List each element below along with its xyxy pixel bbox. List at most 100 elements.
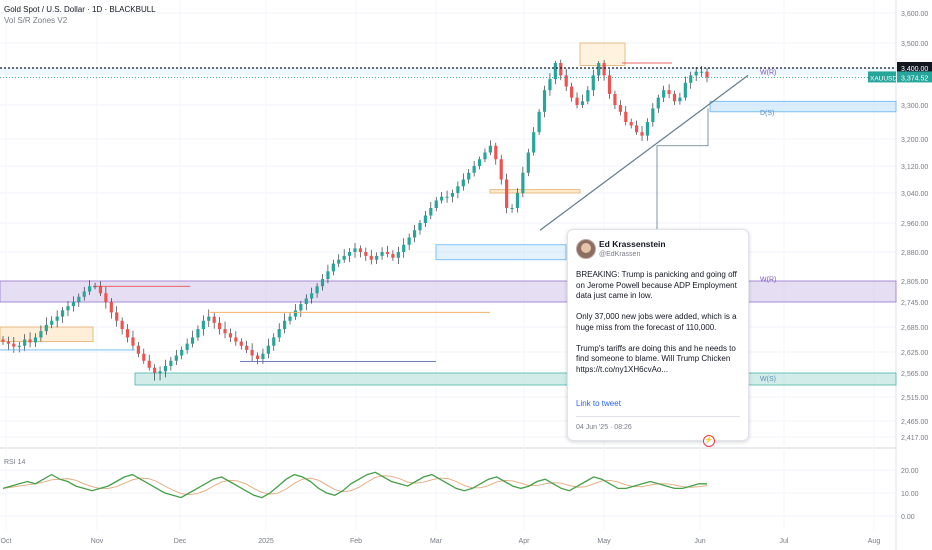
price-tick-label: 2,880.00: [901, 250, 928, 257]
candle-body: [472, 166, 476, 173]
candle-body: [190, 337, 195, 344]
candle-body: [66, 306, 70, 311]
price-tick-label: 3,300.00: [901, 103, 928, 110]
candle-body: [228, 333, 233, 338]
candle-body: [207, 316, 211, 321]
candle-body: [629, 122, 633, 126]
candles: [1, 59, 709, 381]
candle-body: [147, 360, 151, 368]
price-axis[interactable]: 3,600.00 3,500.00 3,400.00 3,300.00 3,200.00…: [868, 11, 932, 442]
candle-body: [6, 341, 11, 344]
candle-body: [553, 63, 557, 80]
candle-body: [293, 310, 298, 317]
rsi-ma-line: [2, 475, 708, 496]
candle-body: [635, 125, 639, 133]
candle-body: [153, 367, 157, 373]
price-tick-label: 2,515.00: [901, 395, 928, 402]
candle-body: [201, 320, 205, 330]
time-axis[interactable]: Oct Nov Dec 2025 Feb Mar Apr May Jun Jul Aug: [1, 538, 881, 545]
candle-body: [434, 200, 438, 208]
sr-zone: [435, 244, 567, 261]
candle-body: [364, 252, 368, 256]
candle-body: [28, 339, 32, 343]
candle-body: [645, 122, 650, 136]
candle-body: [358, 248, 363, 252]
candle-body: [699, 71, 704, 73]
candle-body: [586, 90, 590, 102]
tweet-link[interactable]: Link to tweet: [576, 399, 621, 408]
candle-body: [169, 360, 173, 366]
candle-body: [564, 75, 568, 87]
grid: [0, 0, 897, 550]
rsi-line: [2, 471, 707, 499]
candle-body: [423, 215, 427, 223]
candle-body: [705, 71, 709, 78]
zone-label: D(S): [760, 110, 774, 117]
candle-body: [71, 302, 75, 307]
rsi-tick-label: 0.00: [901, 514, 915, 521]
price-tick-label: 2,685.00: [901, 325, 928, 332]
candle-body: [467, 172, 471, 180]
candle-body: [299, 304, 303, 311]
measure-line: [656, 108, 709, 260]
candle-body: [347, 252, 352, 256]
candle-body: [180, 349, 184, 356]
sr-zone: [134, 372, 897, 386]
candle-body: [607, 75, 612, 94]
lightning-icon[interactable]: ⚡: [703, 435, 715, 447]
tweet-card[interactable]: Ed Krassenstein @EdKrassen BREAKING: Tru…: [567, 229, 749, 441]
candle-body: [570, 86, 574, 98]
candle-body: [526, 152, 530, 173]
candle-body: [689, 75, 693, 83]
price-badge-label: 3,400.00: [901, 66, 928, 73]
price-tick-label: 3,040.00: [901, 191, 928, 198]
sr-zone: [579, 42, 626, 66]
candle-body: [142, 353, 146, 361]
candle-body: [277, 329, 281, 338]
tweet-paragraph: Only 37,000 new jobs were added, which i…: [576, 312, 737, 332]
tweet-author: Ed Krassenstein: [599, 239, 666, 249]
candle-body: [136, 345, 140, 354]
symbol-badge: [868, 71, 896, 83]
zone-label: W(R): [760, 70, 776, 77]
candle-body: [477, 159, 482, 166]
candle-body: [694, 71, 698, 76]
candle-body: [412, 230, 417, 238]
candle-body: [418, 223, 422, 231]
candle-body: [39, 331, 43, 338]
sr-zone: [0, 280, 897, 303]
price-tick-label: 3,600.00: [901, 11, 928, 18]
candle-body: [440, 196, 444, 201]
candle-body: [239, 341, 243, 346]
candle-body: [17, 345, 21, 347]
price-tick-label: 2,465.00: [901, 419, 928, 426]
candle-body: [33, 337, 38, 343]
tweet-handle: @EdKrassen: [599, 251, 641, 258]
candle-body: [488, 145, 492, 153]
price-tick-label: 3,200.00: [901, 137, 928, 144]
price-tick-label: 2,745.00: [901, 300, 928, 307]
symbol-title: Gold Spot / U.S. Dollar · 1D · BLACKBULL: [4, 5, 156, 14]
candle-body: [494, 145, 498, 160]
candle-body: [483, 152, 487, 160]
candle-body: [255, 355, 260, 359]
candle-body: [315, 286, 319, 294]
price-tick-label: 2,417.00: [901, 435, 928, 442]
candle-body: [158, 371, 162, 373]
price-badge: [897, 62, 932, 73]
divider: [576, 416, 740, 417]
candle-body: [651, 108, 655, 122]
tweet-date: 04 Jun '25 · 08:26: [576, 424, 632, 431]
candle-body: [662, 90, 666, 98]
candle-body: [82, 291, 86, 297]
price-tick-label: 3,500.00: [901, 41, 928, 48]
candle-body: [55, 316, 59, 321]
time-tick-label: Oct: [1, 538, 12, 545]
candle-body: [656, 97, 660, 109]
candle-body: [391, 253, 395, 258]
candle-body: [163, 366, 168, 372]
candle-body: [331, 263, 335, 272]
candle-body: [375, 255, 379, 260]
candle-body: [456, 186, 460, 193]
